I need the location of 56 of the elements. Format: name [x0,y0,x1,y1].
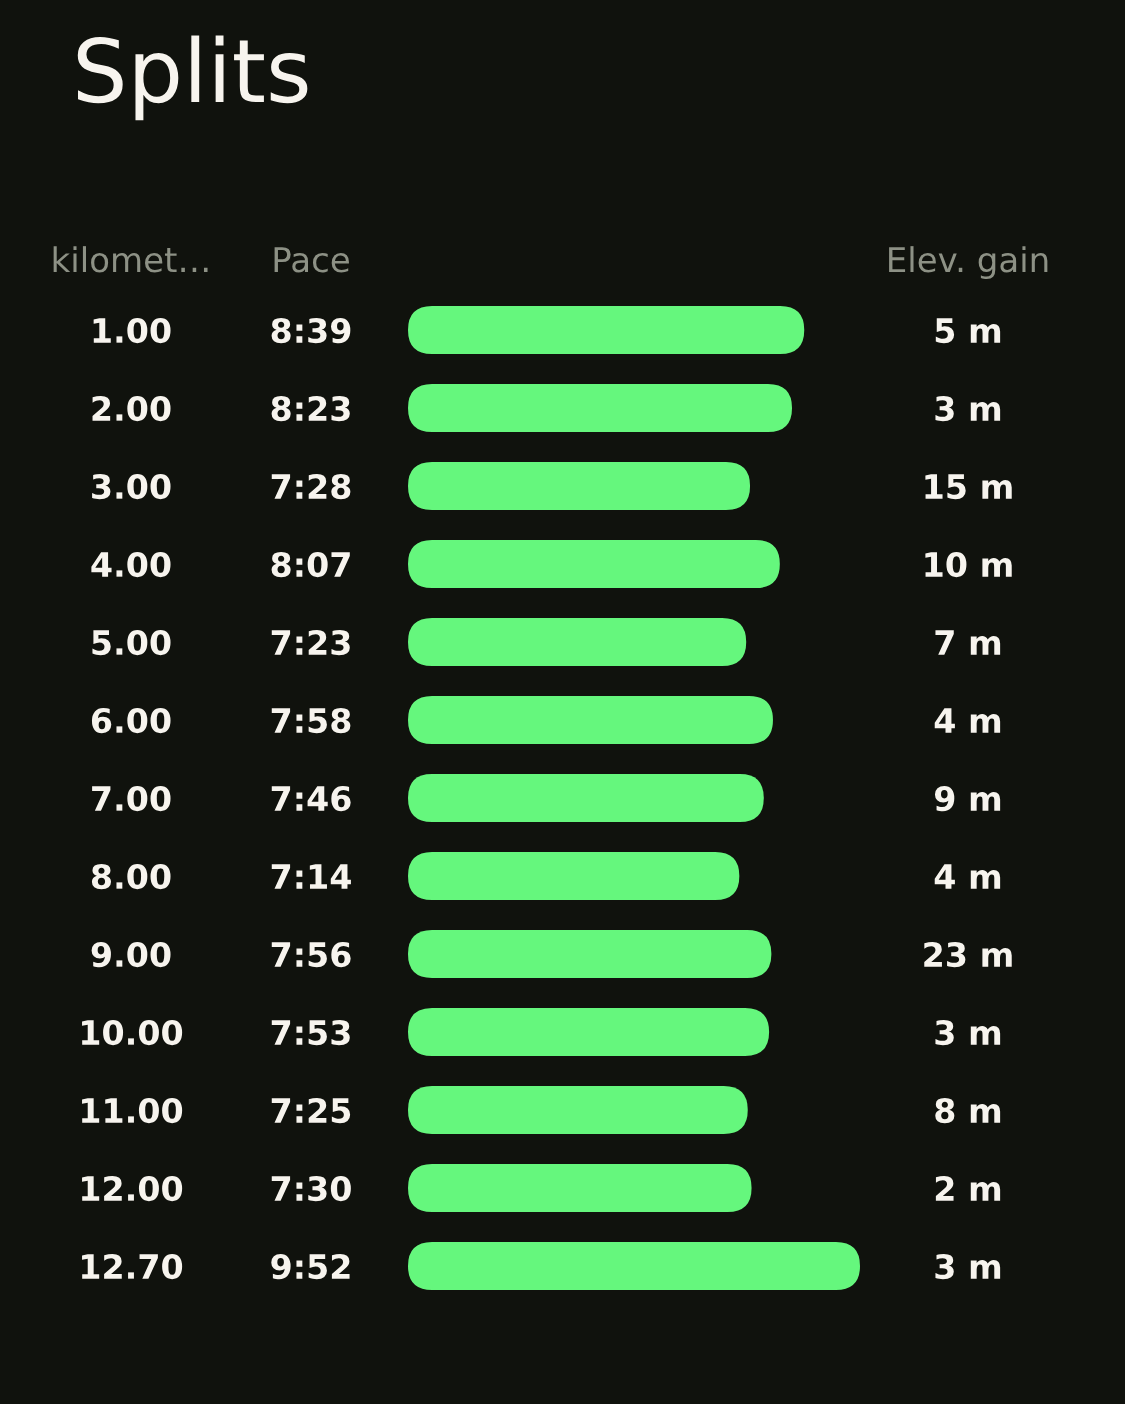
y-axis-title: kilomet… [53,246,208,273]
y-tick-label: 1.00 [93,317,171,344]
data-label: 7:14 [271,864,351,889]
y2-tick-label: 10 m [925,551,1012,578]
y2-tick-label: 7 m [935,630,1001,655]
text: Pace [274,247,349,273]
y-tick-label: 9.00 [91,941,171,968]
y-tick-label: 4.00 [91,551,171,578]
y2-tick-label: 9 m [934,785,1001,812]
data-label: 8:07 [271,551,350,578]
y2-tick-label: 3 m [935,395,1001,422]
bar [408,696,773,744]
bar [408,384,793,432]
y-tick-label: 3.00 [92,473,171,500]
y-tick-label: 6.00 [91,707,171,734]
data-label: 7:25 [271,1097,351,1124]
data-label: 9:52 [271,1253,350,1280]
bar [408,1008,770,1056]
bar [408,774,764,822]
y-tick-label: 12.70 [82,1253,183,1280]
bar [408,540,780,588]
data-label: 7:53 [271,1019,350,1046]
bar [408,618,747,666]
bar [408,852,740,900]
data-label: 7:23 [271,629,350,656]
y2-tick-label: 23 m [924,941,1012,968]
y-tick-label: 11.00 [82,1097,183,1124]
y2-tick-label: 4 m [934,864,1001,889]
y2-tick-label: 3 m [935,1019,1001,1046]
y2-tick-label: 5 m [935,318,1001,344]
data-label: 7:58 [271,707,351,734]
y-tick-label: 12.00 [82,1175,183,1202]
data-label: 8:23 [271,395,350,422]
y-tick-label: 8.00 [91,863,171,890]
bar [408,1164,752,1212]
bar [408,1086,748,1134]
bar [408,1242,860,1290]
y2-tick-label: 15 m [925,474,1012,500]
y-tick-label: 2.00 [92,395,171,422]
y-tick-label: 10.00 [82,1019,183,1046]
y2-tick-label: 3 m [935,1253,1001,1280]
data-label: 7:28 [271,473,351,500]
data-label: 8:39 [271,317,351,344]
y2-tick-label: 4 m [934,708,1001,733]
chart-title: Splits [77,35,308,121]
y2-tick-label: 8 m [935,1097,1001,1124]
bar [408,306,805,354]
bar [408,930,772,978]
y2-axis-title: Elev. gain [889,246,1048,280]
y2-tick-label: 2 m [935,1175,1001,1201]
data-label: 7:46 [271,785,351,812]
bar [408,462,751,510]
y-tick-label: 5.00 [92,629,171,656]
data-label: 7:30 [271,1175,351,1202]
y-tick-label: 7.00 [92,785,171,812]
data-label: 7:56 [271,941,351,968]
